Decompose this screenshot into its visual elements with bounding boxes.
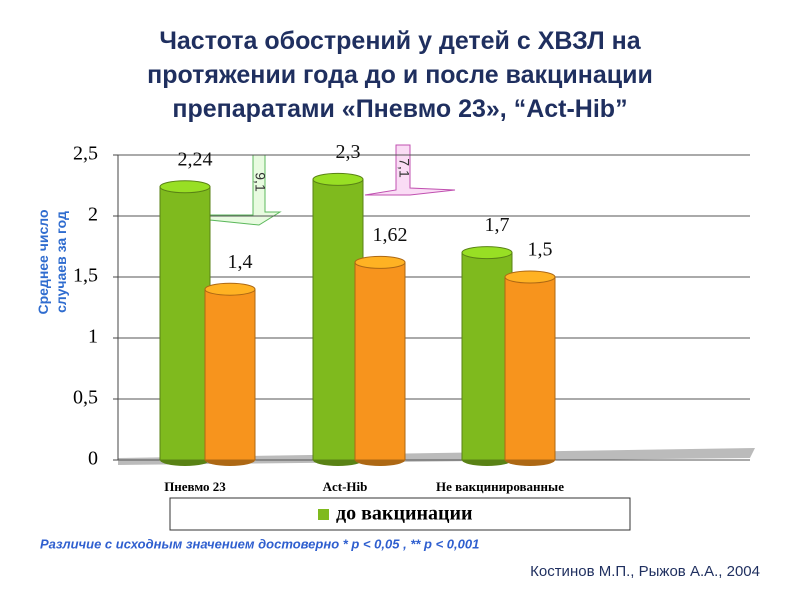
text-line: Среднее число: [35, 209, 51, 314]
y-tick-label: 2: [88, 204, 98, 226]
arrow: [209, 154, 282, 226]
source: Костинов М.П., Рыжов А.А., 2004: [530, 563, 760, 580]
x-tick-label: Пневмо 23: [164, 479, 226, 494]
bar-cap: [504, 270, 556, 284]
data-label: 2,3: [336, 141, 361, 163]
text-line: протяжении года до и после вакцинации: [147, 61, 653, 89]
data-label: 1,7: [485, 214, 510, 236]
bar-cap: [204, 282, 256, 296]
y-axis-label: Среднее число случаев за год: [35, 209, 69, 314]
bar: [354, 261, 406, 461]
chart-title: Частота обострений у детей с ХВЗЛ на прот…: [147, 27, 653, 123]
bar: [159, 186, 211, 461]
data-label: 1,4: [228, 251, 253, 273]
bar-cap: [354, 255, 406, 269]
text-line: препаратами «Пневмо 23», “Act-Hib”: [172, 95, 627, 123]
legend-label: до вакцинации: [336, 503, 473, 525]
arrow: [364, 144, 456, 196]
footnote: Различие с исходным значением достоверно…: [40, 536, 479, 551]
y-tick-label: 0,5: [73, 387, 98, 409]
data-label: 1,62: [373, 224, 408, 246]
data-label: 2,24: [178, 148, 213, 170]
legend-swatch: [318, 509, 329, 520]
data-label: 1,5: [528, 239, 553, 261]
floor: [118, 448, 755, 465]
y-tick-label: 2,5: [73, 143, 98, 165]
annotation: 9,1: [252, 172, 268, 192]
y-tick-label: 0: [88, 448, 98, 470]
bar: [204, 288, 256, 461]
bar-cap: [461, 246, 513, 260]
annotation: 7,1: [396, 158, 412, 178]
bar-cap: [159, 180, 211, 194]
bar: [504, 276, 556, 461]
bar-cap: [312, 172, 364, 186]
legend-box: [169, 497, 631, 531]
text-line: случаев за год: [53, 211, 69, 313]
x-tick-label: Act-Hib: [323, 479, 368, 494]
text-line: Частота обострений у детей с ХВЗЛ на: [159, 27, 641, 55]
bar: [461, 252, 513, 461]
x-tick-label: Не вакцинированные: [436, 479, 564, 494]
y-tick-label: 1: [88, 326, 98, 348]
y-tick-label: 1,5: [73, 265, 98, 287]
